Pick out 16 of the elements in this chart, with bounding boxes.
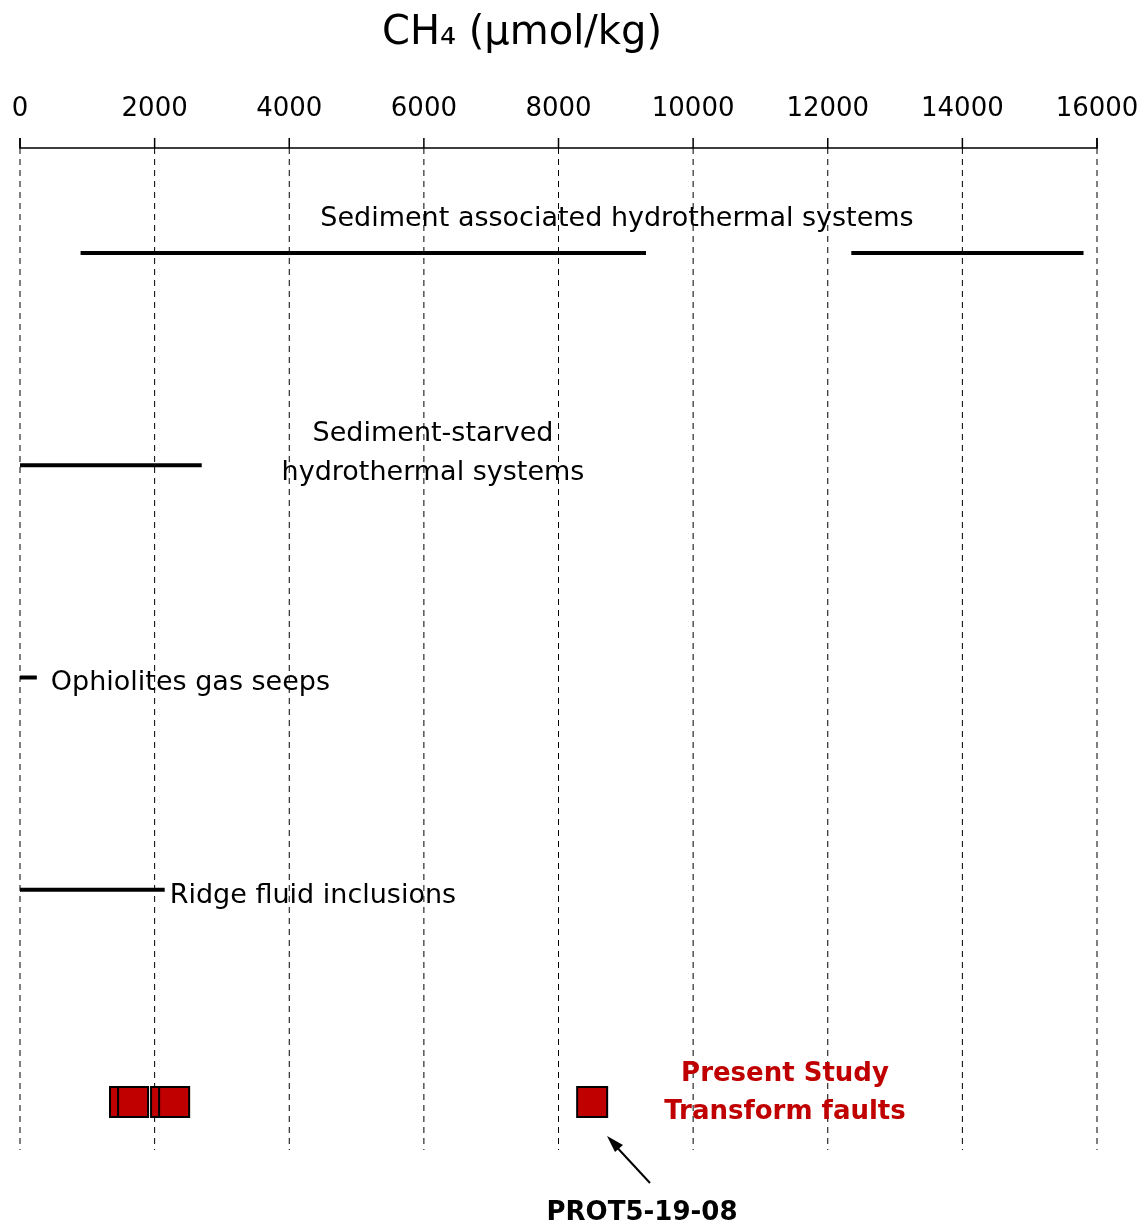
x-tick-label: 2000	[121, 92, 188, 122]
y-tick-label: Sediment-starved hydrothermal systems	[281, 416, 585, 487]
y-tick-label: Sediment associated hydrothermal systems	[320, 201, 914, 233]
y-tick-label: Ridge fluid inclusions	[169, 878, 457, 910]
x-tick-label: 14000	[921, 92, 1004, 122]
y-tick-label: Ophiolites gas seeps	[50, 664, 331, 696]
x-axis-title: CH₄ (μmol/kg)	[382, 7, 662, 53]
x-tick-label: 4000	[256, 92, 323, 122]
x-tick-label: 16000	[1055, 92, 1139, 122]
x-tick-label: 12000	[786, 92, 870, 122]
y-tick-label: Present Study Transform faults	[664, 1057, 906, 1126]
x-tick-label: 6000	[390, 92, 457, 122]
x-tick-label: 8000	[525, 92, 592, 122]
x-tick-label: 10000	[651, 92, 735, 122]
x-tick-label: 0	[11, 92, 29, 122]
text: PROT5-19-08	[546, 1196, 738, 1226]
